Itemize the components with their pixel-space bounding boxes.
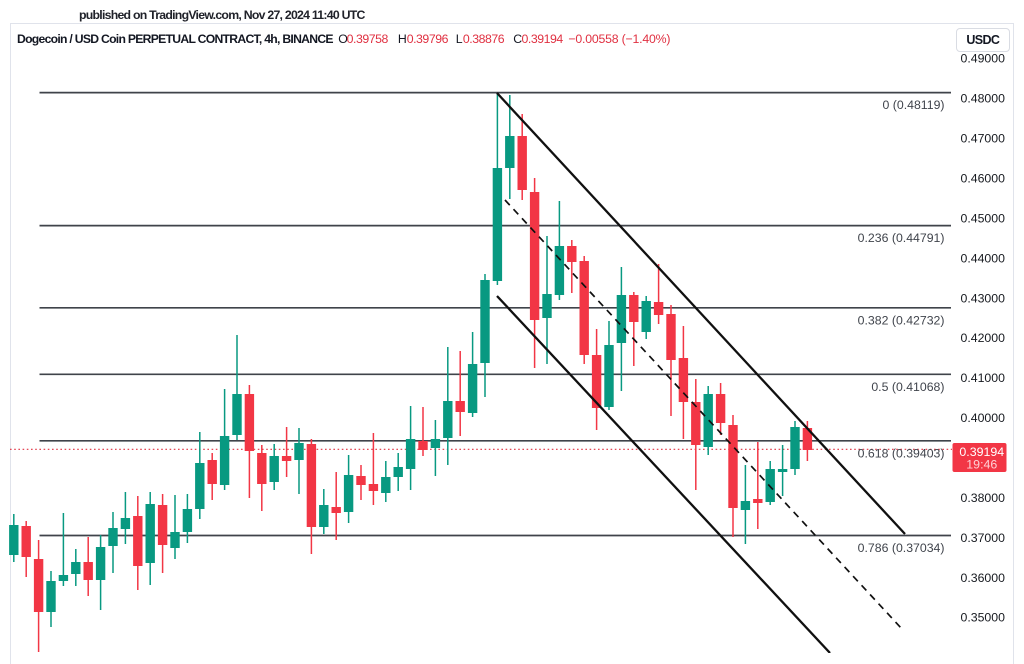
svg-text:0.236 (0.44791): 0.236 (0.44791): [858, 231, 945, 245]
svg-text:0.37000: 0.37000: [961, 531, 1006, 545]
svg-text:0.36000: 0.36000: [961, 571, 1006, 585]
svg-text:0.382 (0.42732): 0.382 (0.42732): [858, 313, 945, 327]
svg-text:19:46: 19:46: [966, 458, 997, 472]
svg-text:0.44000: 0.44000: [961, 251, 1006, 265]
svg-text:0.43000: 0.43000: [961, 291, 1006, 305]
svg-text:0.45000: 0.45000: [961, 211, 1006, 225]
svg-text:0.42000: 0.42000: [961, 331, 1006, 345]
svg-text:0.35000: 0.35000: [961, 611, 1006, 625]
svg-text:0.48000: 0.48000: [961, 92, 1006, 106]
svg-text:0.40000: 0.40000: [961, 411, 1006, 425]
svg-text:0 (0.48119): 0 (0.48119): [883, 98, 945, 112]
svg-text:0.5 (0.41068): 0.5 (0.41068): [871, 380, 944, 394]
svg-text:0.618 (0.39403): 0.618 (0.39403): [858, 446, 945, 460]
svg-text:0.49000: 0.49000: [961, 52, 1006, 66]
svg-text:0.786 (0.37034): 0.786 (0.37034): [858, 541, 945, 555]
svg-text:0.47000: 0.47000: [961, 132, 1006, 146]
svg-text:0.46000: 0.46000: [961, 172, 1006, 186]
svg-text:0.38000: 0.38000: [961, 491, 1006, 505]
svg-text:0.39194: 0.39194: [959, 445, 1004, 459]
svg-text:0.41000: 0.41000: [961, 371, 1006, 385]
